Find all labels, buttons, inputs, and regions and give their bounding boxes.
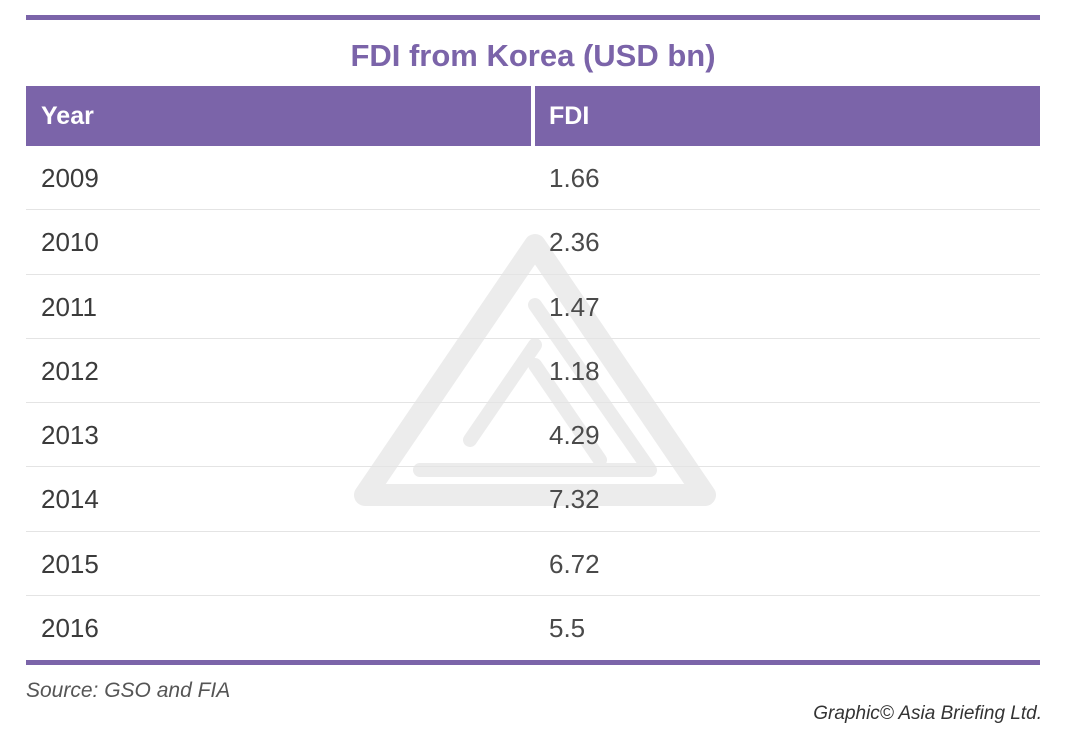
table-row: 2015 6.72 — [26, 532, 1040, 597]
table-row: 2014 7.32 — [26, 467, 1040, 532]
fdi-value-cell: 1.47 — [549, 291, 600, 322]
year-cell: 2009 — [41, 163, 99, 193]
fdi-value-cell: 7.32 — [549, 484, 600, 515]
triangle-logo-icon — [354, 234, 716, 506]
fdi-value-cell: 1.18 — [549, 355, 600, 386]
fdi-value-cell: 4.29 — [549, 420, 600, 451]
fdi-table: Year FDI 2009 1.66 2010 2.36 2011 1.47 2012 1.1… — [26, 86, 1040, 660]
year-cell: 2015 — [41, 548, 99, 579]
bottom-rule — [26, 660, 1040, 665]
table-header-row: Year FDI — [26, 86, 1040, 146]
year-cell: 2014 — [41, 484, 99, 515]
table-row: 2016 5.5 — [26, 596, 1040, 660]
fdi-value-cell: 5.5 — [549, 613, 586, 644]
table-row: 2013 4.29 — [26, 403, 1040, 468]
year-cell: 2010 — [41, 227, 99, 258]
top-rule — [26, 15, 1040, 20]
fdi-value-cell: 2.36 — [549, 227, 600, 258]
table-row: 2009 1.66 — [26, 146, 1040, 211]
table-row: 2012 1.18 — [26, 339, 1040, 404]
year-cell: 2011 — [41, 291, 97, 322]
year-cell: 2013 — [41, 420, 99, 451]
header-fdi: FDI — [535, 86, 1040, 146]
table-row: 2011 1.47 — [26, 275, 1040, 339]
year-cell: 2012 — [41, 355, 99, 386]
table-row: 2010 2.36 — [26, 210, 1040, 275]
table-title: FDI from Korea (USD bn) — [350, 38, 716, 73]
header-year: Year — [26, 86, 531, 146]
fdi-value-cell: 6.72 — [549, 548, 600, 579]
fdi-value-cell: 1.66 — [549, 163, 600, 193]
graphic-credit: Graphic© Asia Briefing Ltd. — [813, 703, 1042, 724]
year-cell: 2016 — [41, 613, 99, 644]
source-note: Source: GSO and FIA — [26, 679, 231, 702]
table-body: 2009 1.66 2010 2.36 2011 1.47 2012 1.18 2013 4.29… — [26, 146, 1040, 660]
